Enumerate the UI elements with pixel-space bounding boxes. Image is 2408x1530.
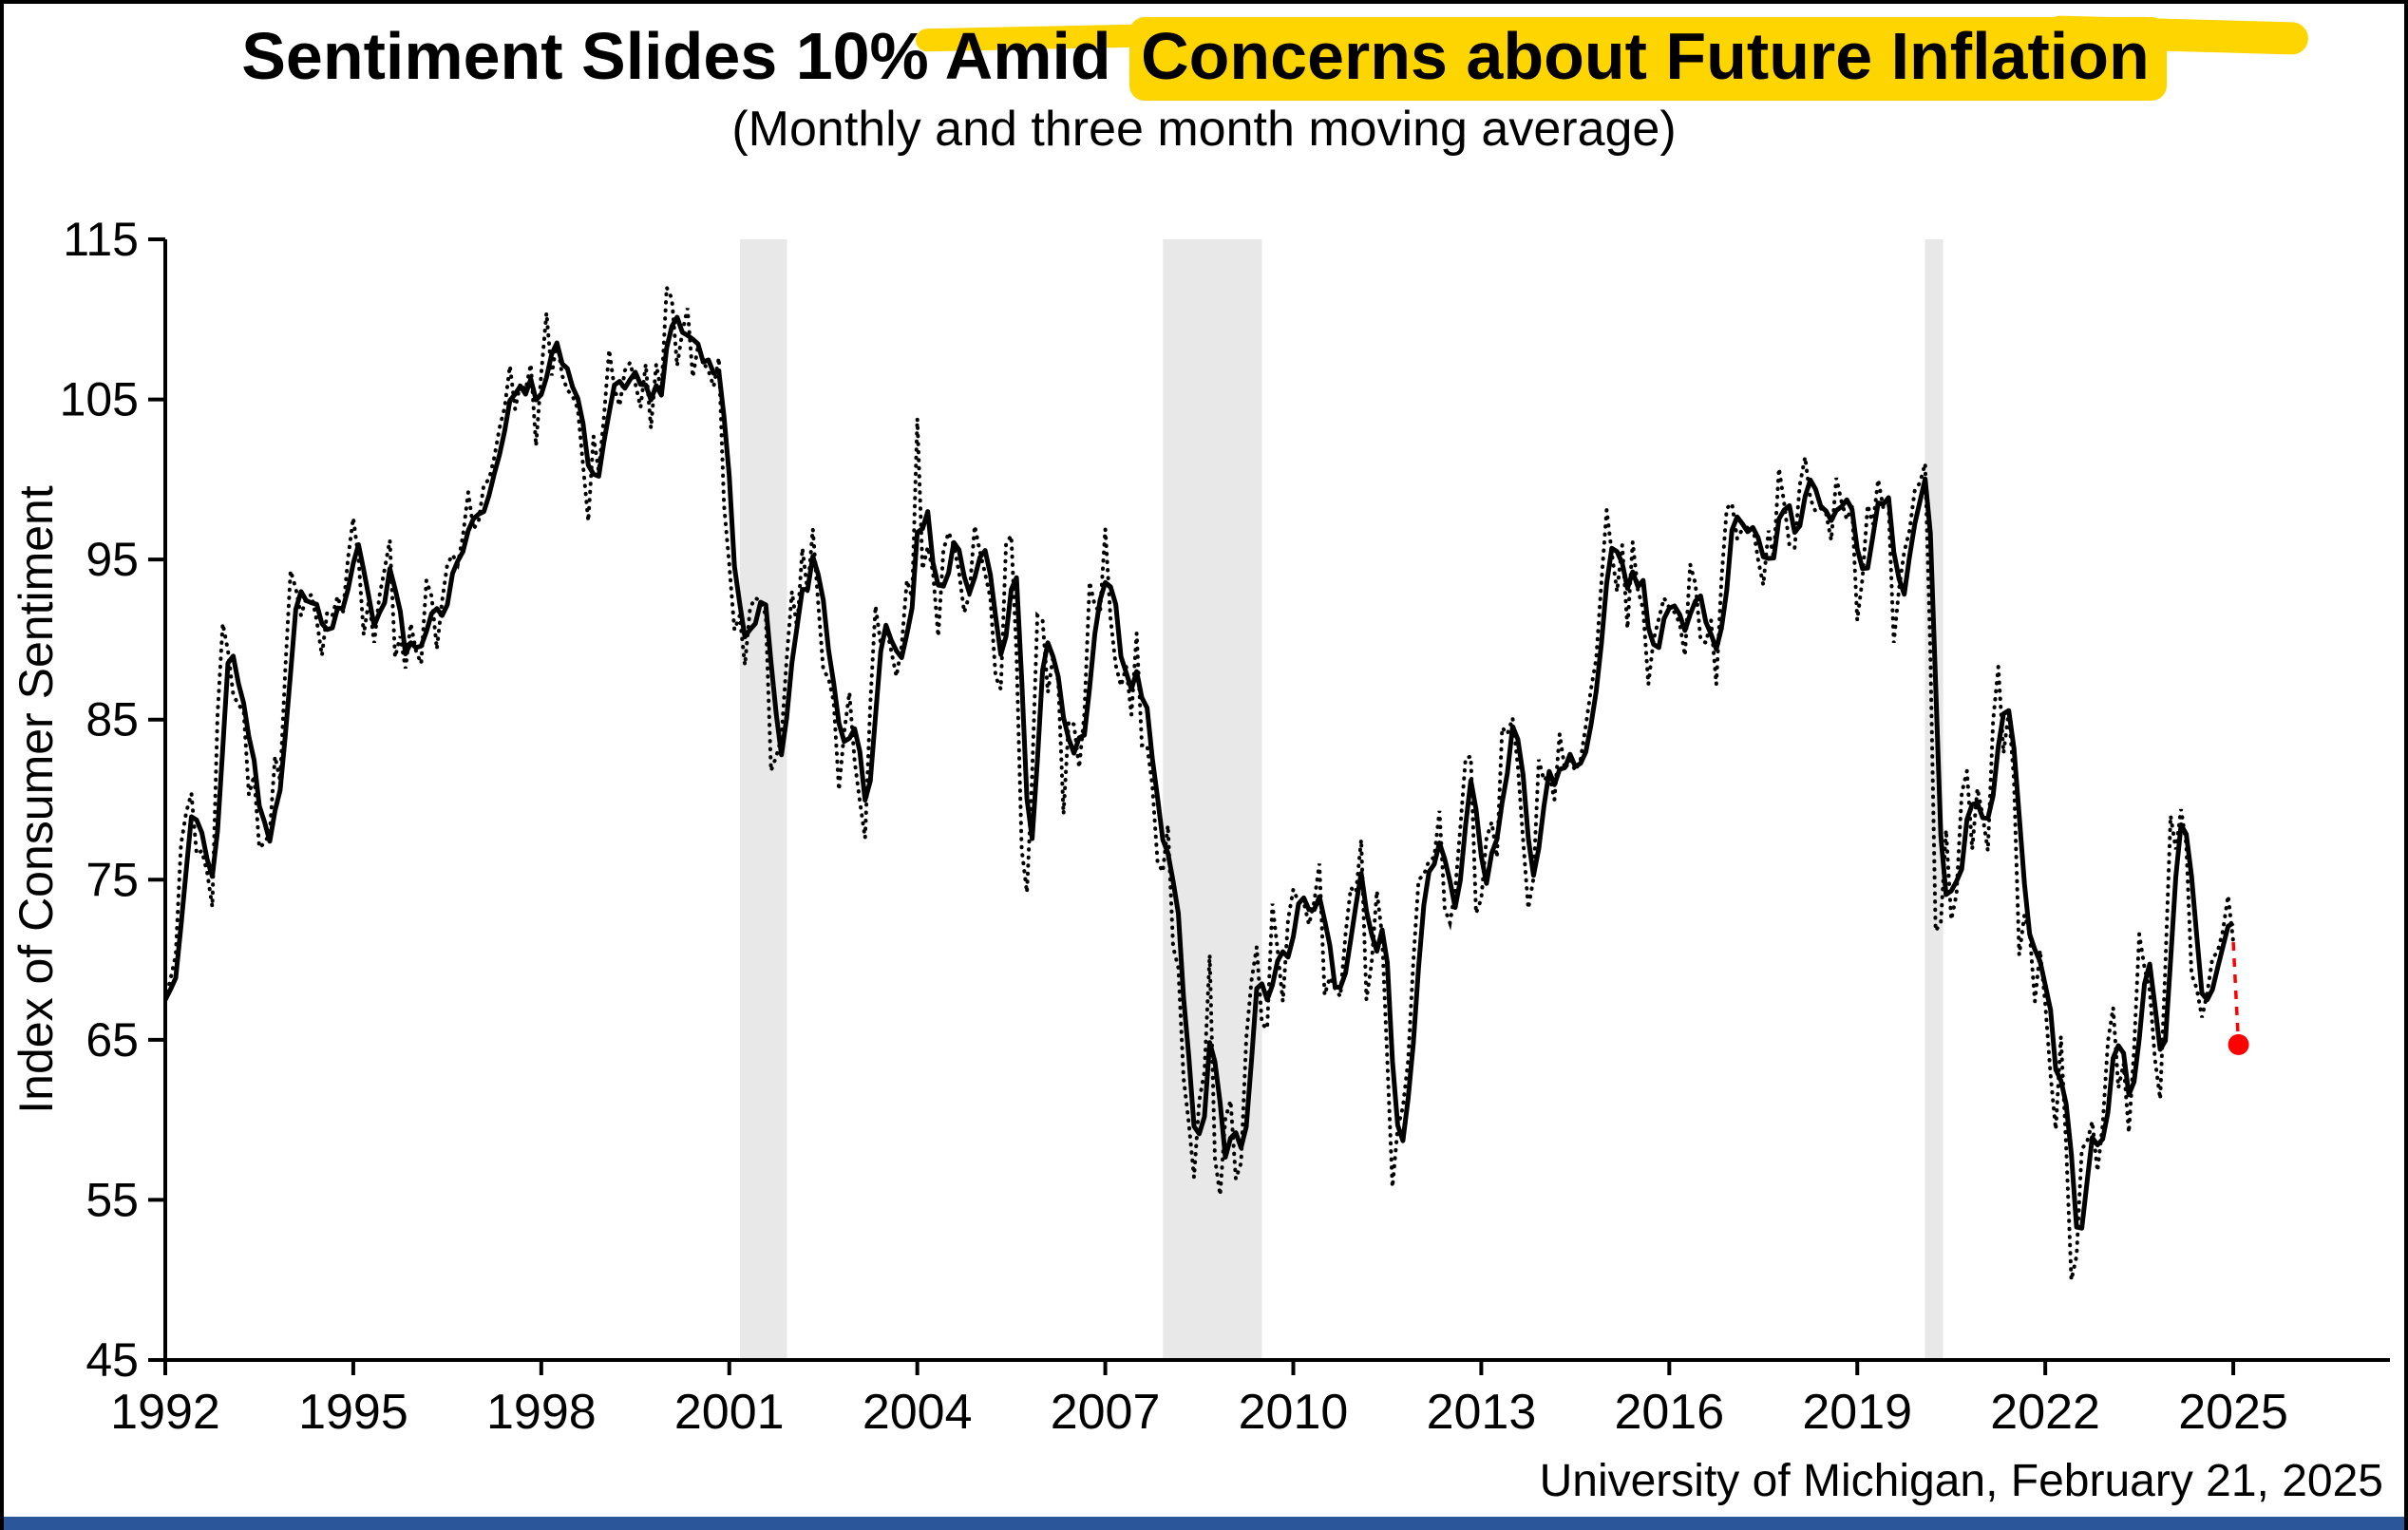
x-tick-label: 1992 — [110, 1385, 220, 1440]
title-plain-text: Sentiment Slides 10% Amid — [241, 19, 1130, 93]
chart-header: Sentiment Slides 10% Amid Concerns about… — [4, 15, 2404, 158]
moving-average-series-line — [162, 314, 2235, 1231]
x-tick-label: 2019 — [1802, 1385, 1912, 1440]
y-axis-title: Index of Consumer Sentiment — [9, 485, 63, 1114]
x-tick-label: 2016 — [1614, 1385, 1724, 1440]
x-tick-label: 2013 — [1427, 1385, 1537, 1440]
y-tick-label: 85 — [85, 693, 139, 746]
x-tick-label: 2022 — [1990, 1385, 2100, 1440]
x-tick-label: 1995 — [298, 1385, 408, 1440]
chart-subtitle: (Monthly and three month moving average) — [731, 102, 1677, 158]
y-tick-label: 95 — [85, 533, 139, 586]
source-attribution: University of Michigan, February 21, 202… — [1539, 1456, 2383, 1506]
x-tick-label: 1998 — [486, 1385, 597, 1440]
y-tick-label: 55 — [85, 1173, 139, 1226]
title-highlighted-text: Concerns about Future Inflation — [1129, 17, 2167, 101]
y-tick-label: 115 — [63, 213, 139, 266]
latest-point-connector — [2231, 941, 2241, 1046]
y-tick-label: 65 — [85, 1013, 139, 1067]
y-tick-label: 105 — [60, 373, 139, 426]
y-tick-label: 45 — [85, 1333, 139, 1387]
recession-band — [1163, 239, 1262, 1360]
page-title: Sentiment Slides 10% Amid Concerns about… — [4, 17, 2404, 101]
x-tick-label: 2001 — [674, 1385, 785, 1440]
bottom-accent-bar — [4, 1517, 2404, 1530]
x-tick-label: 2007 — [1051, 1385, 1161, 1440]
latest-point-marker — [2228, 1033, 2249, 1055]
x-tick-label: 2010 — [1239, 1385, 1349, 1440]
x-tick-label: 2025 — [2178, 1385, 2288, 1440]
x-tick-label: 2004 — [863, 1385, 973, 1440]
y-tick-label: 75 — [85, 853, 139, 906]
recession-band — [739, 239, 787, 1360]
